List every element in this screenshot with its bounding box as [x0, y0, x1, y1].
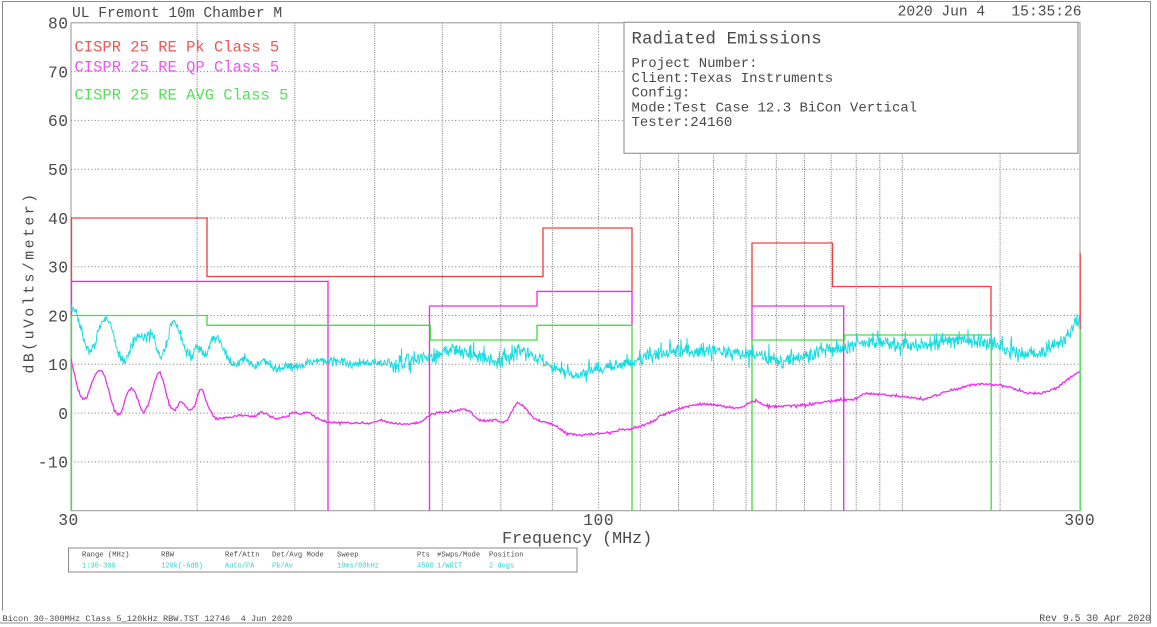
svg-text:2 degs: 2 degs [489, 563, 514, 571]
svg-text:Config:: Config: [632, 86, 691, 102]
svg-text:Range (MHz): Range (MHz) [82, 552, 129, 560]
svg-text:0: 0 [58, 405, 68, 424]
svg-text:Pk/Av: Pk/Av [272, 563, 293, 571]
svg-text:CISPR 25 RE QP Class 5: CISPR 25 RE QP Class 5 [75, 59, 280, 77]
svg-text:Ref/Attn: Ref/Attn [225, 552, 260, 560]
svg-text:120k(-6dB): 120k(-6dB) [161, 563, 203, 571]
svg-text:CISPR 25 RE Pk Class 5: CISPR 25 RE Pk Class 5 [75, 39, 280, 57]
svg-text:#Swps/Mode: #Swps/Mode [437, 552, 480, 560]
svg-text:30: 30 [58, 511, 79, 530]
svg-text:-10: -10 [38, 454, 69, 473]
svg-text:dB(uVolts/meter): dB(uVolts/meter) [23, 191, 39, 373]
svg-text:60: 60 [48, 112, 69, 131]
svg-text:UL Fremont 10m Chamber M: UL Fremont 10m Chamber M [72, 6, 282, 22]
svg-text:RBW: RBW [161, 552, 175, 560]
svg-text:Frequency (MHz): Frequency (MHz) [502, 530, 652, 549]
svg-text:10ms/80kHz: 10ms/80kHz [337, 563, 379, 571]
svg-text:40: 40 [48, 210, 69, 229]
svg-text:Sweep: Sweep [337, 552, 359, 560]
svg-text:50: 50 [48, 161, 69, 180]
svg-text:Client:Texas Instruments: Client:Texas Instruments [632, 71, 834, 87]
svg-text:1/WRIT: 1/WRIT [437, 563, 462, 571]
svg-text:Position: Position [489, 552, 524, 560]
svg-text:Pts: Pts [417, 552, 430, 560]
svg-text:100: 100 [583, 511, 614, 530]
svg-text:1:30-300: 1:30-300 [82, 563, 116, 571]
svg-text:Bicon 30-300MHz Class 5_120kHz: Bicon 30-300MHz Class 5_120kHz RBW.TST 1… [3, 614, 293, 624]
svg-text:Rev 9.5 30 Apr 2020: Rev 9.5 30 Apr 2020 [1039, 613, 1151, 624]
svg-text:CISPR 25 RE AVG Class 5: CISPR 25 RE AVG Class 5 [75, 87, 289, 105]
svg-text:Radiated Emissions: Radiated Emissions [632, 31, 822, 50]
svg-text:4500: 4500 [417, 563, 434, 571]
svg-text:Project Number:: Project Number: [632, 56, 758, 72]
svg-text:300: 300 [1064, 511, 1095, 530]
svg-text:Auto/PA: Auto/PA [225, 563, 255, 571]
svg-text:20: 20 [48, 307, 69, 326]
svg-text:10: 10 [48, 356, 69, 375]
svg-text:Tester:24160: Tester:24160 [632, 115, 733, 131]
svg-text:Det/Avg Mode: Det/Avg Mode [272, 552, 324, 560]
svg-text:80: 80 [48, 15, 69, 34]
svg-text:70: 70 [48, 63, 69, 82]
svg-text:30: 30 [48, 259, 69, 278]
svg-text:2020 Jun 4 15:35:26: 2020 Jun 4 15:35:26 [898, 5, 1082, 21]
svg-text:Mode:Test Case 12.3 BiCon Vert: Mode:Test Case 12.3 BiCon Vertical [632, 100, 918, 116]
